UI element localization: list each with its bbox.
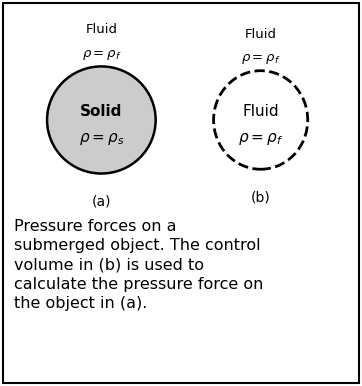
Text: Pressure forces on a
submerged object. The control
volume in (b) is used to
calc: Pressure forces on a submerged object. T… [14,219,264,311]
Text: (b): (b) [251,191,270,205]
Text: Fluid: Fluid [245,28,277,41]
Text: (a): (a) [92,195,111,209]
Text: $\rho = \rho_f$: $\rho = \rho_f$ [81,48,121,62]
Ellipse shape [214,71,308,169]
Ellipse shape [47,66,156,174]
Text: $\rho = \rho_f$: $\rho = \rho_f$ [241,52,281,66]
Text: Fluid: Fluid [242,104,279,119]
Text: Fluid: Fluid [85,24,117,36]
Text: $\rho = \rho_s$: $\rho = \rho_s$ [79,131,124,147]
Text: $\rho = \rho_f$: $\rho = \rho_f$ [238,131,283,147]
Text: Solid: Solid [80,104,123,119]
